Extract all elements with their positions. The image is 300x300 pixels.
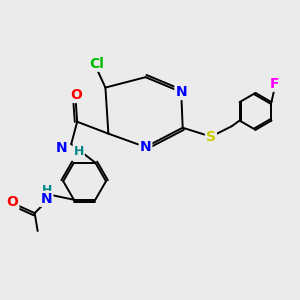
Text: O: O [70,88,82,102]
Text: H: H [74,145,84,158]
Text: N: N [140,140,152,154]
Text: S: S [206,130,216,144]
Text: Cl: Cl [89,57,104,71]
Text: N: N [176,85,187,99]
Text: N: N [56,141,68,154]
Text: H: H [41,184,52,197]
Text: N: N [41,192,52,206]
Text: O: O [6,195,18,209]
Text: F: F [270,77,279,91]
